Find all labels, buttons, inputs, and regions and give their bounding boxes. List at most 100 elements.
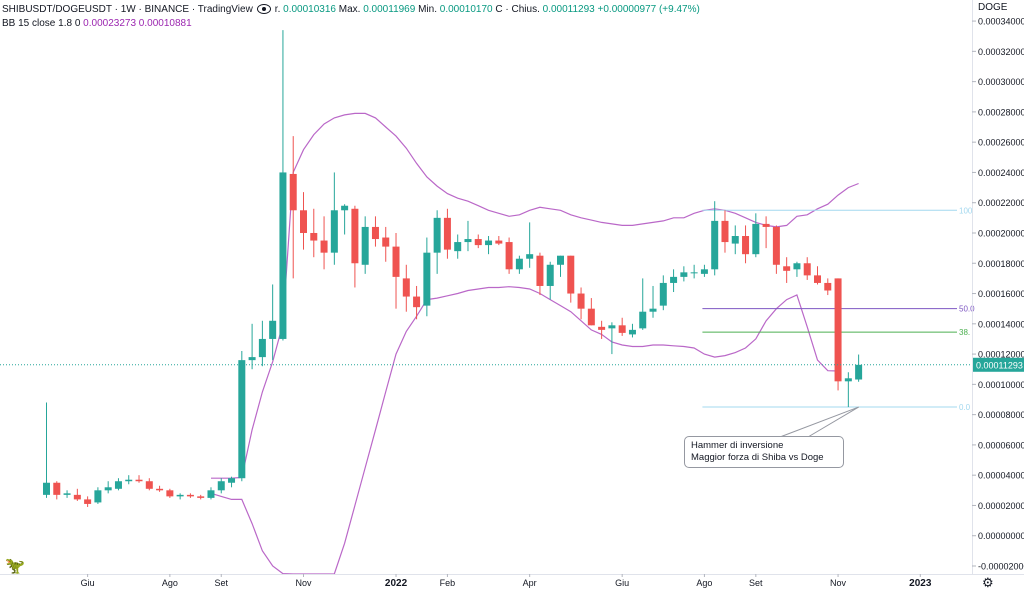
bb-label[interactable]: BB 15 close 1.8 0 xyxy=(2,18,81,29)
candle-body xyxy=(382,237,390,247)
candle-body xyxy=(762,223,770,227)
bb-upper-line xyxy=(211,112,859,479)
last-price-label: 0.00011293 xyxy=(976,360,1023,370)
time-tick-label: Nov xyxy=(295,578,312,588)
candle-body xyxy=(536,255,544,286)
candle xyxy=(515,255,523,274)
fibonacci-retracement[interactable]: 100 50.0 38. 0.0 xyxy=(702,206,975,412)
candle xyxy=(814,266,821,285)
candle xyxy=(156,485,164,492)
time-tick-label: Set xyxy=(749,578,763,588)
candle-body xyxy=(546,264,554,286)
time-tick-label: Nov xyxy=(830,578,847,588)
candle xyxy=(279,30,287,341)
candle-body xyxy=(721,220,729,243)
symbol-title[interactable]: SHIBUSDT/DOGEUSDT · 1W · BINANCE · Tradi… xyxy=(2,4,253,15)
bollinger-bands xyxy=(210,112,859,575)
price-axis[interactable]: DOGE 0.00034000 0.00032000 0.00030000 0.0002… xyxy=(0,0,1024,574)
time-axis[interactable]: Giu Ago Set Nov 2022 Feb Apr Giu Ago Set Nov 2023 xyxy=(0,574,1024,589)
candle-body xyxy=(104,487,112,491)
candle-body xyxy=(649,308,657,312)
time-tick-label: 2023 xyxy=(909,578,932,589)
candle xyxy=(567,255,575,303)
price-tick-label: 0.00012000 xyxy=(978,350,1024,360)
currency-label: DOGE xyxy=(978,2,1008,13)
low-value: 0.00010170 xyxy=(439,4,493,15)
price-tick-label: 0.00034000 xyxy=(978,17,1024,27)
candle xyxy=(289,136,297,279)
candle xyxy=(731,225,739,255)
candle-body xyxy=(485,240,493,246)
bb-lower-value: 0.00010881 xyxy=(138,18,192,29)
eye-icon[interactable] xyxy=(256,4,271,15)
candle-body xyxy=(228,478,236,483)
open-label: r. xyxy=(274,4,281,15)
change-value: +0.00000977 (+9.47%) xyxy=(597,4,700,15)
candle xyxy=(300,192,307,250)
candle xyxy=(803,257,811,280)
candle xyxy=(433,210,441,274)
candle-body xyxy=(834,278,842,382)
candle xyxy=(690,264,698,279)
candle xyxy=(382,226,390,262)
bb-lower-line xyxy=(210,286,839,575)
candle xyxy=(649,285,657,318)
candle xyxy=(752,213,760,258)
price-tick-label: 0.00022000 xyxy=(978,198,1024,208)
candle xyxy=(474,234,482,249)
candle xyxy=(351,205,359,288)
candle xyxy=(618,317,626,336)
candle-body xyxy=(690,272,698,274)
candle xyxy=(711,201,719,276)
bb-upper-value: 0.00023273 xyxy=(83,18,137,29)
candle xyxy=(371,216,379,247)
candle xyxy=(361,216,369,274)
candle xyxy=(310,208,318,258)
candle xyxy=(217,478,225,494)
candle xyxy=(248,323,256,370)
price-tick-label: 0.00008000 xyxy=(978,410,1024,420)
candle-body xyxy=(515,258,523,270)
candle xyxy=(125,475,133,485)
candle xyxy=(320,216,328,270)
candle xyxy=(783,257,791,283)
candle-body xyxy=(84,499,92,504)
candle xyxy=(762,216,770,249)
candle xyxy=(43,402,50,498)
pointer-line xyxy=(807,406,859,438)
gear-icon[interactable]: ⚙ xyxy=(982,575,994,590)
price-tick-label: 0.00000000 xyxy=(978,531,1024,541)
price-tick-label: 0.00010000 xyxy=(978,380,1024,390)
candle-body xyxy=(557,255,564,265)
candle xyxy=(84,496,92,507)
candle xyxy=(114,478,122,491)
candle xyxy=(464,220,472,252)
candle-body xyxy=(742,236,750,255)
candle xyxy=(341,204,349,235)
tradingview-logo-icon[interactable]: 🦖 xyxy=(5,558,25,575)
candle xyxy=(598,320,606,339)
candle xyxy=(104,481,112,494)
high-label: Max. xyxy=(338,4,361,15)
price-tick-label: 0.00024000 xyxy=(978,168,1024,178)
candle-body xyxy=(731,236,739,244)
candle xyxy=(454,234,462,259)
candle-body xyxy=(793,263,801,270)
candle xyxy=(207,487,215,500)
candle xyxy=(844,372,852,408)
candle xyxy=(659,275,667,311)
time-tick-label: Apr xyxy=(523,578,537,588)
candle xyxy=(176,493,184,500)
candle-body xyxy=(371,226,379,240)
candle xyxy=(742,225,750,264)
high-value: 0.00011969 xyxy=(363,4,416,15)
candle-body xyxy=(310,232,318,241)
candle-body xyxy=(156,488,164,491)
annotation-callout[interactable]: Hammer di inversione Maggior forza di Sh… xyxy=(684,436,844,468)
candle xyxy=(402,264,410,312)
fib-level-label: 50.0 xyxy=(959,305,975,314)
candle-body xyxy=(567,255,575,294)
candle-body xyxy=(289,173,297,211)
